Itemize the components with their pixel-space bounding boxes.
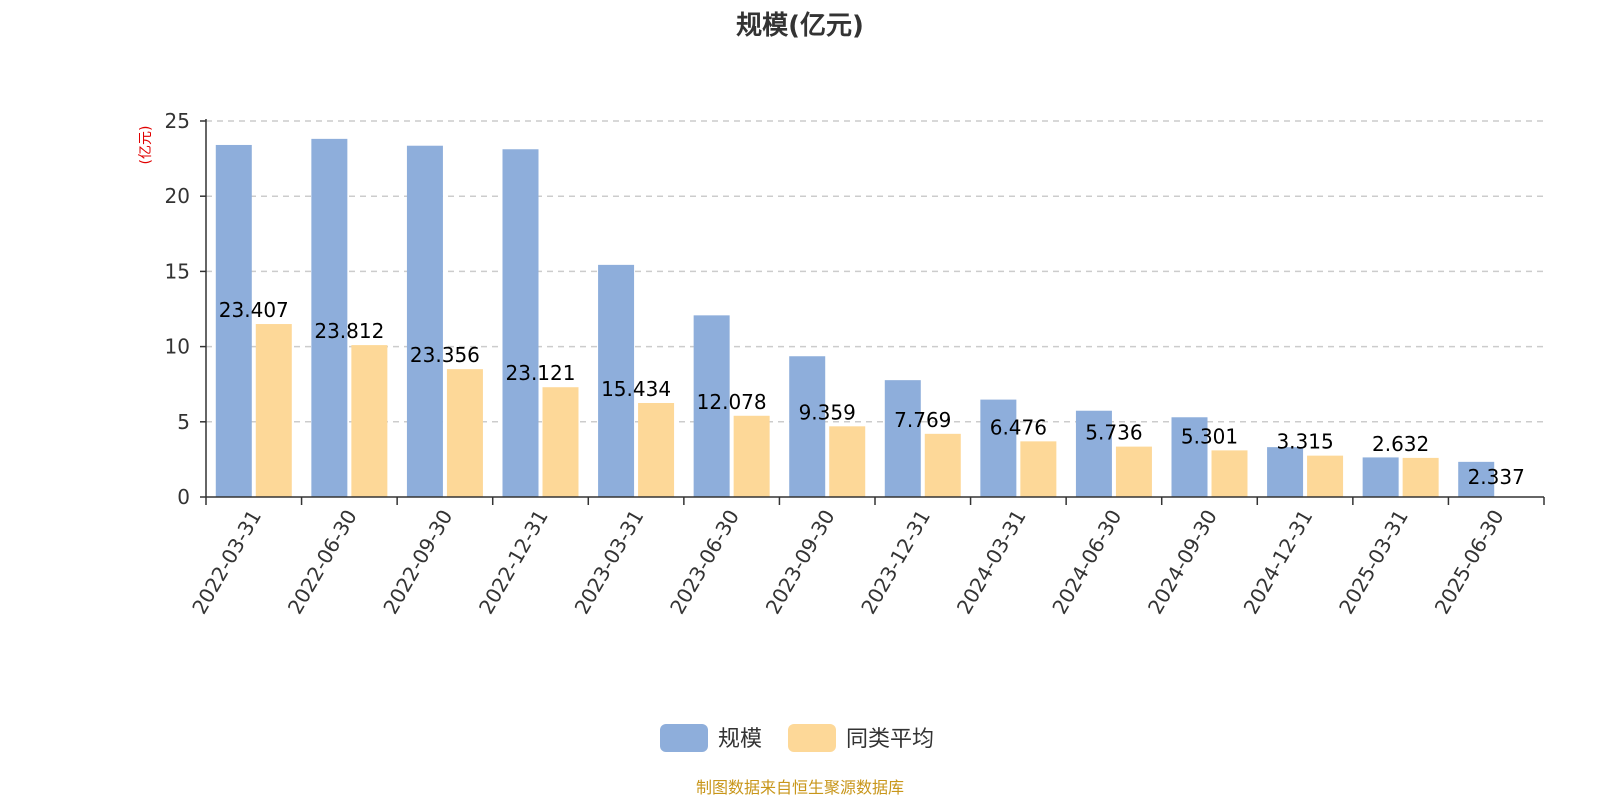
x-tick-label: 2024-03-31 xyxy=(952,506,1031,619)
source-note: 制图数据来自恒生聚源数据库 xyxy=(696,778,904,797)
data-label: 5.736 xyxy=(1085,421,1142,445)
data-label: 6.476 xyxy=(990,415,1047,439)
y-tick-label: 20 xyxy=(165,184,190,208)
bar-guimo[interactable] xyxy=(1075,410,1112,497)
x-tick-label: 2024-09-30 xyxy=(1143,506,1222,619)
data-label: 23.407 xyxy=(219,298,289,322)
bar-tonglei[interactable] xyxy=(733,415,770,497)
legend-swatch-guimo[interactable] xyxy=(660,724,708,752)
data-label: 9.359 xyxy=(799,400,856,424)
bar-guimo[interactable] xyxy=(980,399,1017,497)
y-tick-label: 15 xyxy=(165,259,190,283)
data-label: 3.315 xyxy=(1276,430,1333,454)
data-label: 23.356 xyxy=(410,343,480,367)
data-label: 23.812 xyxy=(314,319,384,343)
bar-tonglei[interactable] xyxy=(1020,441,1057,497)
data-label: 15.434 xyxy=(601,377,671,401)
bar-tonglei[interactable] xyxy=(1402,457,1439,497)
x-tick-label: 2024-12-31 xyxy=(1238,506,1317,619)
bar-guimo[interactable] xyxy=(502,149,539,497)
x-tick-label: 2022-12-31 xyxy=(474,506,553,619)
bar-tonglei[interactable] xyxy=(1307,455,1344,497)
bar-tonglei[interactable] xyxy=(351,345,388,497)
data-label: 5.301 xyxy=(1181,424,1238,448)
x-tick-label: 2022-09-30 xyxy=(378,506,457,619)
legend-swatch-tonglei[interactable] xyxy=(788,724,836,752)
bar-tonglei[interactable] xyxy=(255,324,292,497)
bar-guimo[interactable] xyxy=(1171,417,1208,497)
y-tick-label: 5 xyxy=(177,410,190,434)
chart-title: 规模(亿元) xyxy=(736,11,864,41)
bar-tonglei[interactable] xyxy=(638,403,675,497)
bar-guimo[interactable] xyxy=(789,356,826,497)
data-labels: 23.407 23.812 23.356 23.121 15.434 12.078 9.35… xyxy=(219,298,1525,489)
bar-guimo[interactable] xyxy=(884,380,921,497)
x-tick-label: 2025-06-30 xyxy=(1430,506,1509,619)
legend[interactable]: 规模 同类平均 xyxy=(660,724,934,752)
data-label: 2.632 xyxy=(1372,432,1429,456)
bar-guimo[interactable] xyxy=(598,264,635,497)
gridlines xyxy=(206,120,1544,423)
y-tick-label: 25 xyxy=(165,109,190,133)
bar-tonglei[interactable] xyxy=(1211,450,1248,497)
x-tick-label: 2022-06-30 xyxy=(283,506,362,619)
bar-guimo[interactable] xyxy=(693,315,730,497)
bar-guimo[interactable] xyxy=(311,138,348,497)
bars xyxy=(215,138,1495,497)
bar-guimo[interactable] xyxy=(1362,457,1399,497)
data-label: 2.337 xyxy=(1468,465,1525,489)
bar-tonglei[interactable] xyxy=(1115,446,1152,497)
bar-guimo[interactable] xyxy=(1267,447,1304,497)
bar-tonglei[interactable] xyxy=(829,426,866,497)
x-tick-label: 2022-03-31 xyxy=(187,506,266,619)
bar-tonglei[interactable] xyxy=(446,369,483,497)
data-label: 23.121 xyxy=(506,361,576,385)
data-label: 7.769 xyxy=(894,408,951,432)
y-tick-label: 10 xyxy=(165,335,190,359)
x-tick-label: 2024-06-30 xyxy=(1047,506,1126,619)
y-tick-label: 0 xyxy=(177,485,190,509)
bar-tonglei[interactable] xyxy=(924,433,961,497)
bar-guimo[interactable] xyxy=(406,145,443,497)
x-tick-label: 2023-03-31 xyxy=(569,506,648,619)
y-axis-unit-label: (亿元) xyxy=(138,126,154,165)
x-tick-label: 2023-09-30 xyxy=(761,506,840,619)
x-tick-label: 2023-06-30 xyxy=(665,506,744,619)
bar-guimo[interactable] xyxy=(1458,461,1495,497)
data-label: 12.078 xyxy=(697,390,767,414)
legend-label-guimo[interactable]: 规模 xyxy=(718,727,762,752)
bar-tonglei[interactable] xyxy=(542,387,579,497)
x-tick-label: 2023-12-31 xyxy=(856,506,935,619)
bar-guimo[interactable] xyxy=(215,144,252,497)
legend-label-tonglei[interactable]: 同类平均 xyxy=(846,727,934,752)
x-tick-label: 2025-03-31 xyxy=(1334,506,1413,619)
